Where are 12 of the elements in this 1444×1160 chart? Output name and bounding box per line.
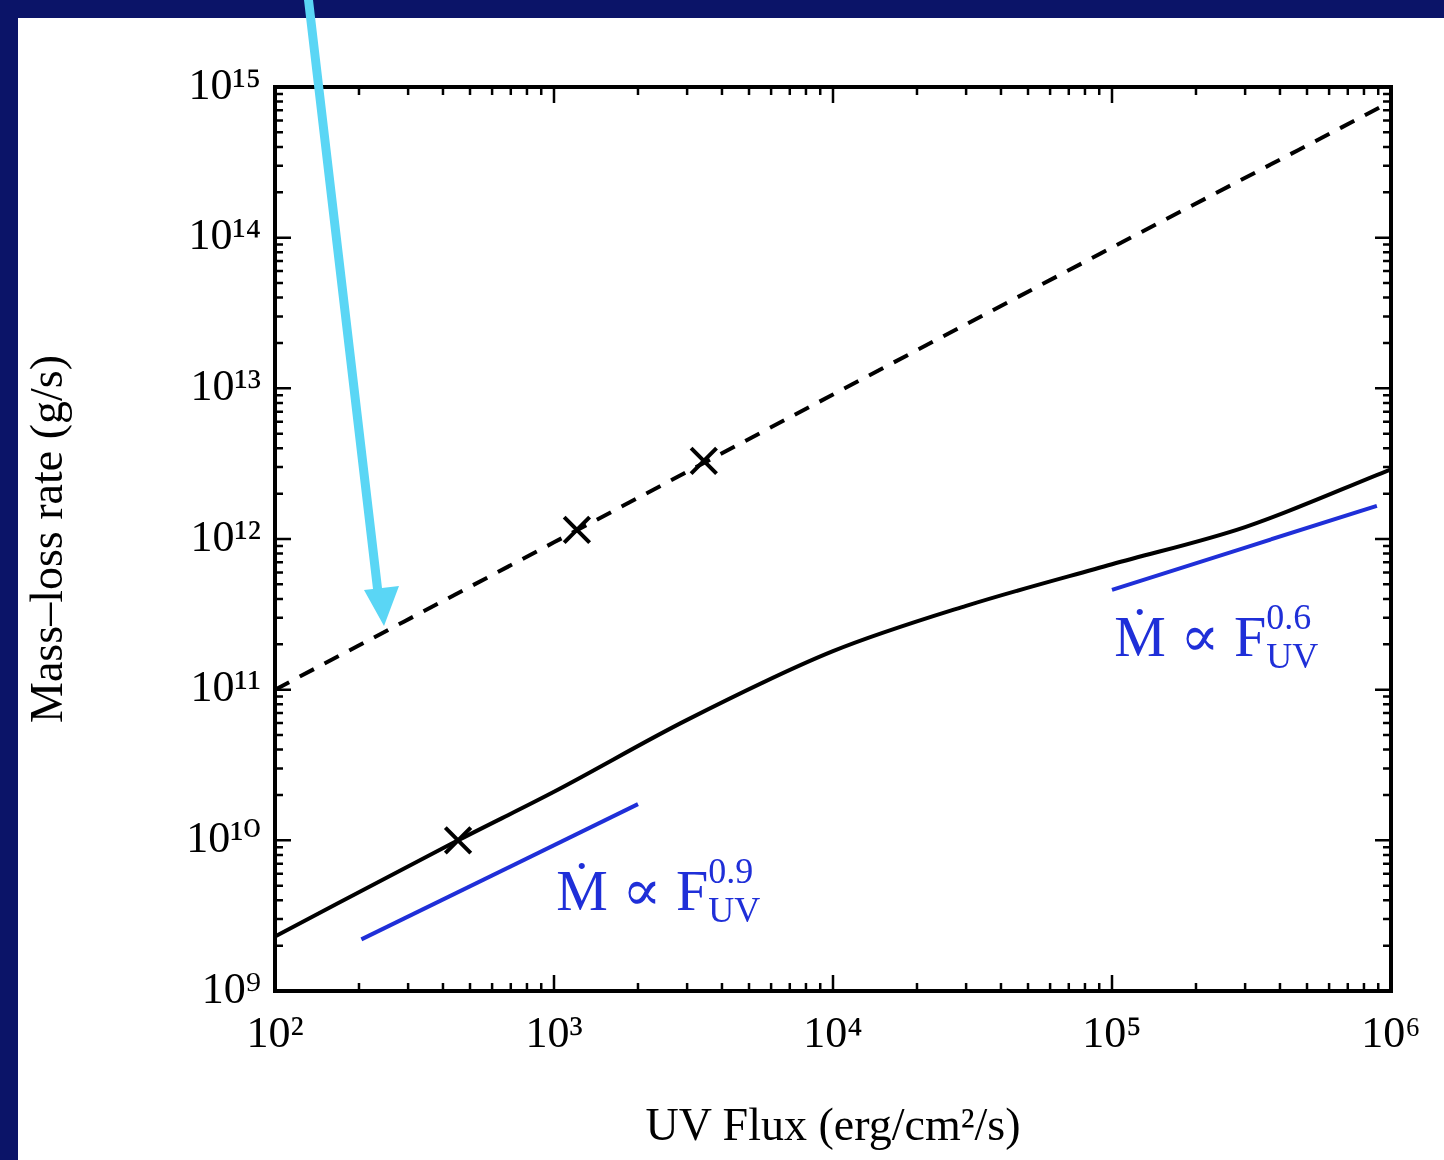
y-tick-label: 10¹¹	[190, 662, 261, 712]
y-tick-label: 10¹⁴	[188, 210, 261, 260]
y-tick-label: 10¹⁰	[186, 812, 261, 862]
x-tick-label: 10⁵	[1082, 1007, 1142, 1057]
x-tick-label: 10⁴	[803, 1007, 863, 1057]
y-axis-title: Mass–loss rate (g/s)	[20, 355, 72, 723]
x-axis-title: UV Flux (erg/cm²/s)	[645, 1099, 1021, 1151]
y-tick-label: 10¹³	[190, 360, 261, 410]
y-tick-label: 10¹²	[190, 511, 261, 561]
x-tick-label: 10⁶	[1361, 1007, 1421, 1057]
y-tick-label: 10¹⁵	[188, 59, 261, 109]
x-tick-label: 10³	[525, 1007, 583, 1057]
